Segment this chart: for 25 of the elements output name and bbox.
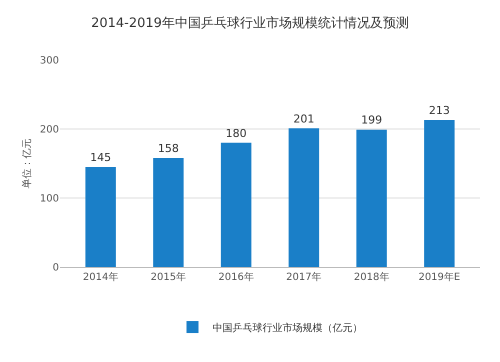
x-tick-label: 2017年 — [286, 271, 322, 283]
bar — [85, 166, 116, 267]
bar — [288, 128, 320, 267]
bar — [356, 130, 387, 267]
x-tick-label: 2015年 — [150, 271, 186, 283]
x-tick-label: 2019年E — [418, 271, 460, 283]
y-tick-label: 200 — [40, 124, 59, 136]
data-label: 201 — [293, 112, 314, 126]
data-label: 213 — [428, 104, 450, 118]
legend-label: 中国乒乓球行业市场规模（亿元） — [212, 322, 362, 334]
data-label: 180 — [226, 126, 247, 140]
x-tick-label: 2018年 — [354, 271, 390, 283]
bar — [220, 142, 252, 267]
data-label: 199 — [361, 114, 382, 127]
y-tick-label: 100 — [40, 194, 59, 204]
chart-title: 2014-2019年中国乒乓球行业市场规模统计情况及预测 — [91, 16, 409, 32]
y-axis-title: 单位：亿元 — [21, 138, 33, 188]
x-tick-label: 2014年 — [82, 271, 118, 283]
bar — [153, 158, 184, 267]
bar — [424, 120, 455, 267]
data-label: 145 — [90, 150, 112, 164]
x-tick-label: 2016年 — [218, 271, 254, 283]
y-tick-label: 0 — [52, 262, 59, 274]
y-tick-label: 300 — [40, 56, 59, 66]
data-label: 158 — [158, 142, 179, 155]
